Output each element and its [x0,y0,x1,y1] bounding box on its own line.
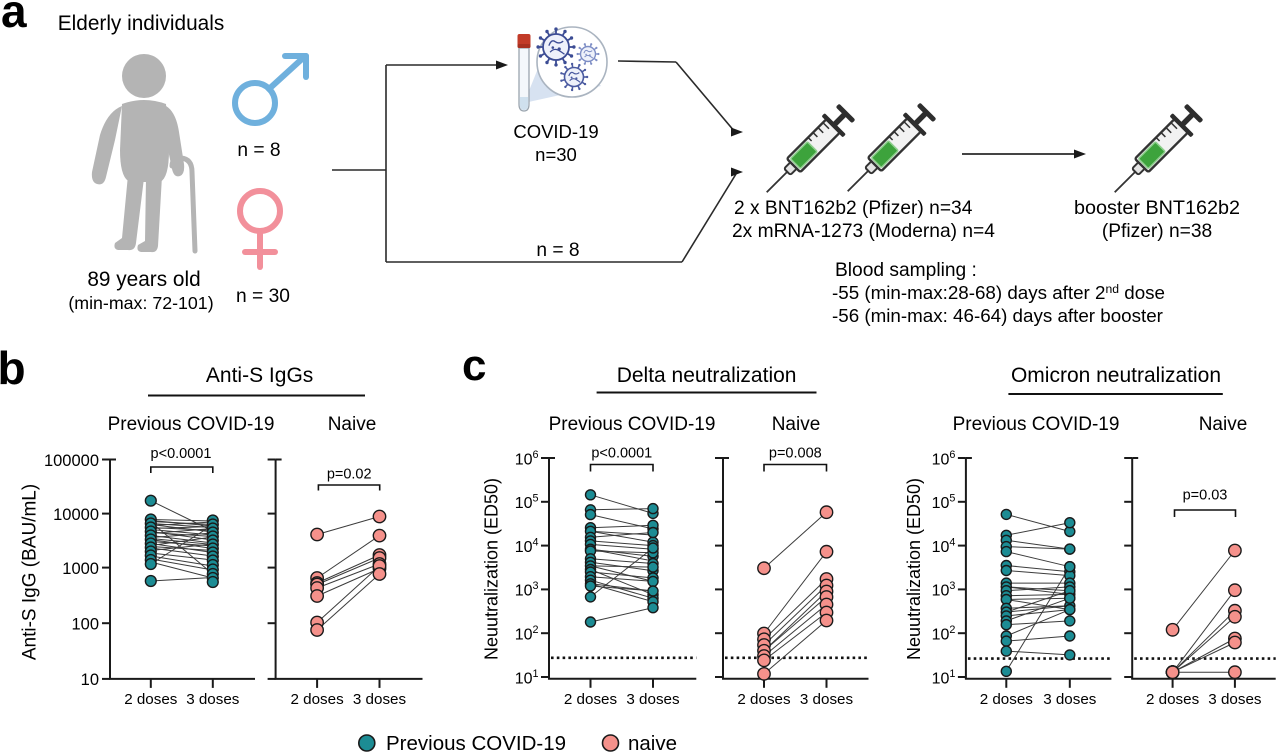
svg-text:c: c [462,341,486,390]
svg-text:2 doses: 2 doses [1146,691,1200,708]
svg-text:naive: naive [628,732,677,755]
svg-text:100: 100 [71,616,99,634]
svg-text:(Pfizer) n=38: (Pfizer) n=38 [1102,221,1212,242]
svg-text:Anti-S IgGs: Anti-S IgGs [206,364,313,387]
svg-text:10: 10 [81,671,99,689]
svg-text:105: 105 [515,493,539,512]
svg-text:Naive: Naive [772,414,821,435]
svg-text:3 doses: 3 doses [1208,691,1262,708]
svg-text:103: 103 [515,580,539,600]
svg-text:2 doses: 2 doses [737,691,791,708]
svg-text:Previous COVID-19: Previous COVID-19 [549,414,716,435]
svg-text:p<0.0001: p<0.0001 [151,446,212,462]
svg-text:Previous COVID-19: Previous COVID-19 [108,414,275,435]
svg-text:3 doses: 3 doses [800,691,854,708]
svg-text:p=0.03: p=0.03 [1183,488,1228,504]
svg-text:n=30: n=30 [535,144,577,165]
svg-text:Previous COVID-19: Previous COVID-19 [953,414,1120,435]
svg-text:Naive: Naive [1199,414,1248,435]
svg-text:102: 102 [515,624,539,644]
svg-text:-56 (min-max: 46-64) days afte: -56 (min-max: 46-64) days after booster [832,305,1163,326]
svg-text:n = 8: n = 8 [237,140,280,161]
svg-text:-55 (min-max:28-68) days after: -55 (min-max:28-68) days after 2nd dose [832,282,1165,303]
svg-text:106: 106 [932,449,956,469]
svg-text:Neuutralization (ED50): Neuutralization (ED50) [482,478,502,660]
svg-text:3 doses: 3 doses [186,691,240,708]
svg-text:3 doses: 3 doses [1043,691,1097,708]
svg-text:Delta neutralization: Delta neutralization [617,364,797,387]
svg-text:101: 101 [932,668,956,688]
svg-text:(min-max: 72-101): (min-max: 72-101) [68,293,213,313]
svg-text:3 doses: 3 doses [626,691,680,708]
svg-text:3 doses: 3 doses [353,691,407,708]
svg-text:104: 104 [932,536,956,556]
svg-text:102: 102 [932,624,956,644]
svg-text:Previous COVID-19: Previous COVID-19 [386,732,566,755]
svg-text:p=0.02: p=0.02 [327,467,372,483]
svg-text:2 doses: 2 doses [124,691,178,708]
svg-text:Naive: Naive [328,414,377,435]
svg-text:105: 105 [932,493,956,512]
svg-text:2 doses: 2 doses [290,691,344,708]
svg-text:100000: 100000 [44,452,99,470]
svg-text:Blood sampling :: Blood sampling : [835,260,977,281]
svg-text:2 x BNT162b2 (Pfizer) n=34: 2 x BNT162b2 (Pfizer) n=34 [734,198,973,219]
svg-text:p<0.0001: p<0.0001 [591,446,652,462]
svg-text:booster BNT162b2: booster BNT162b2 [1074,197,1240,219]
svg-text:COVID-19: COVID-19 [513,121,598,142]
svg-text:Anti-S IgG (BAU/mL): Anti-S IgG (BAU/mL) [20,484,41,660]
svg-text:n = 8: n = 8 [536,240,579,261]
svg-text:106: 106 [515,449,539,469]
svg-text:Omicron neutralization: Omicron neutralization [1011,364,1221,387]
svg-text:104: 104 [515,536,539,556]
svg-text:n = 30: n = 30 [236,286,290,307]
svg-text:2x mRNA-1273 (Moderna) n=4: 2x mRNA-1273 (Moderna) n=4 [732,221,995,242]
svg-text:89 years old: 89 years old [87,268,200,291]
svg-text:Elderly individuals: Elderly individuals [58,12,224,35]
svg-text:103: 103 [932,580,956,600]
svg-text:10000: 10000 [53,506,99,524]
svg-text:2 doses: 2 doses [980,691,1034,708]
svg-text:2 doses: 2 doses [564,691,618,708]
svg-text:101: 101 [515,668,539,688]
svg-text:1000: 1000 [62,560,99,578]
svg-text:Neuutralization (ED50): Neuutralization (ED50) [904,478,924,660]
svg-text:p=0.008: p=0.008 [769,446,822,462]
svg-text:a: a [1,0,27,37]
svg-text:b: b [0,342,26,394]
